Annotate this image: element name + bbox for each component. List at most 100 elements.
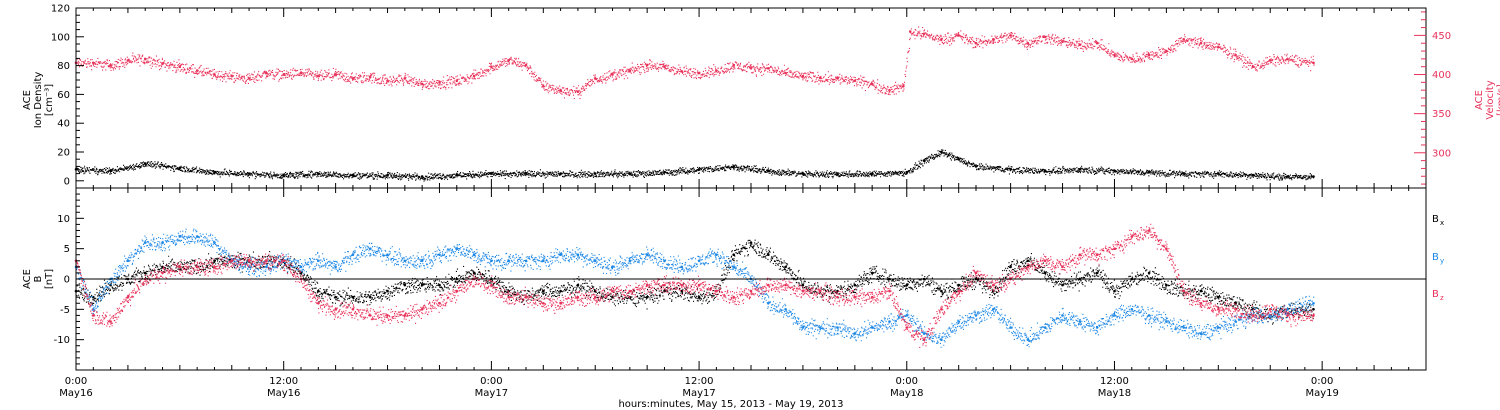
x-tick-label-time: 0:00 xyxy=(480,376,502,387)
velocity-point-29 xyxy=(576,90,580,93)
bx-point-39 xyxy=(749,241,753,244)
by-point-20 xyxy=(420,259,424,263)
bz-point-66 xyxy=(1217,308,1220,311)
bz-point-63 xyxy=(1165,247,1168,250)
by-point-27 xyxy=(542,259,545,263)
velocity-point-62 xyxy=(1130,57,1134,61)
velocity-point-58 xyxy=(1061,40,1064,43)
by-point-11 xyxy=(265,265,268,269)
by-point-21 xyxy=(438,253,441,256)
bx-point-40 xyxy=(767,253,770,256)
bz-point-20 xyxy=(420,308,424,311)
density-point-32 xyxy=(1113,169,1116,172)
density-point-16 xyxy=(628,172,632,175)
by-point-4 xyxy=(143,241,147,244)
velocity-point-54 xyxy=(992,38,995,41)
velocity-axis-label-line: [km/s] xyxy=(1496,84,1500,116)
bz-point-12 xyxy=(282,259,286,263)
velocity-tick-label: 300 xyxy=(1432,148,1451,159)
velocity-axis-label: ACE Velocity [km/s] xyxy=(1474,80,1500,119)
bx-point-41 xyxy=(784,265,787,269)
by-point-42 xyxy=(801,326,805,329)
bottom-panel-data-marks xyxy=(74,223,1315,348)
velocity-point-59 xyxy=(1078,43,1082,47)
by-point-8 xyxy=(213,241,216,244)
by-point-48 xyxy=(905,314,909,317)
by-point-23 xyxy=(472,253,476,256)
velocity-point-47 xyxy=(888,88,891,92)
velocity-point-15 xyxy=(334,73,337,76)
by-point-60 xyxy=(1113,314,1116,317)
bx-point-51 xyxy=(957,283,960,287)
density-point-8 xyxy=(351,173,355,177)
density-point-5 xyxy=(247,172,251,175)
bz-point-62 xyxy=(1147,229,1151,232)
bx-point-20 xyxy=(420,283,424,287)
velocity-point-38 xyxy=(732,63,735,67)
bx-point-36 xyxy=(697,295,701,299)
bx-point-63 xyxy=(1165,283,1168,287)
x-tick-label-time: 0:00 xyxy=(65,376,87,387)
bz-point-44 xyxy=(836,295,839,299)
by-scatter xyxy=(76,228,1315,348)
density-point-28 xyxy=(974,165,978,168)
bz-point-69 xyxy=(1268,308,1272,311)
velocity-point-69 xyxy=(1251,65,1255,68)
velocity-point-60 xyxy=(1095,41,1099,45)
bz-point-40 xyxy=(767,283,770,287)
density-point-26 xyxy=(940,150,943,154)
density-point-31 xyxy=(1078,168,1082,171)
density-point-4 xyxy=(213,170,216,174)
density-point-21 xyxy=(801,172,805,175)
bx-point-65 xyxy=(1199,289,1203,293)
density-point-27 xyxy=(957,157,960,161)
velocity-point-44 xyxy=(836,77,839,80)
density-point-10 xyxy=(420,175,424,178)
velocity-point-21 xyxy=(438,81,441,84)
bz-point-8 xyxy=(213,265,216,269)
density-scatter xyxy=(76,149,1315,182)
by-point-57 xyxy=(1061,314,1064,317)
by-point-50 xyxy=(940,338,943,342)
b-tick-label: -10 xyxy=(54,335,70,346)
by-point-33 xyxy=(645,253,649,256)
velocity-point-52 xyxy=(957,34,960,37)
velocity-point-6 xyxy=(178,65,182,68)
b-axis-label-line: [nT] xyxy=(44,269,55,289)
velocity-point-48 xyxy=(902,85,905,88)
bz-point-55 xyxy=(1026,265,1030,269)
density-point-23 xyxy=(870,172,874,175)
by-point-30 xyxy=(593,259,597,263)
bx-point-31 xyxy=(611,295,614,299)
x-tick-label-time: 12:00 xyxy=(269,376,298,387)
velocity-point-72 xyxy=(1312,61,1315,65)
density-tick-label: 40 xyxy=(57,119,70,130)
velocity-point-41 xyxy=(784,71,787,75)
bx-point-15 xyxy=(334,295,337,299)
density-point-33 xyxy=(1147,170,1151,174)
bx-point-33 xyxy=(645,295,649,299)
by-point-3 xyxy=(126,259,130,263)
bx-point-27 xyxy=(542,289,545,293)
velocity-point-24 xyxy=(490,65,493,68)
bz-point-32 xyxy=(628,289,632,293)
by-point-7 xyxy=(195,235,199,238)
density-axis-label: ACE Ion Density [cm⁻³] xyxy=(22,72,55,129)
bz-point-43 xyxy=(818,289,822,293)
bx-point-14 xyxy=(317,289,320,293)
density-point-18 xyxy=(697,168,701,171)
bz-point-70 xyxy=(1286,314,1289,317)
velocity-point-30 xyxy=(593,77,597,80)
by-point-13 xyxy=(299,265,303,269)
by-point-71 xyxy=(1312,302,1315,305)
velocity-point-4 xyxy=(143,57,147,61)
bx-point-18 xyxy=(386,289,389,293)
bx-point-57 xyxy=(1061,283,1064,287)
bz-point-47 xyxy=(888,289,891,293)
density-point-9 xyxy=(386,173,389,177)
velocity-point-35 xyxy=(680,70,684,73)
bz-point-27 xyxy=(542,302,545,305)
density-tick-label: 120 xyxy=(51,4,70,15)
density-axis-label-line: ACE xyxy=(22,90,33,110)
x-axis-label: hours:minutes, May 15, 2013 - May 19, 20… xyxy=(618,399,843,410)
